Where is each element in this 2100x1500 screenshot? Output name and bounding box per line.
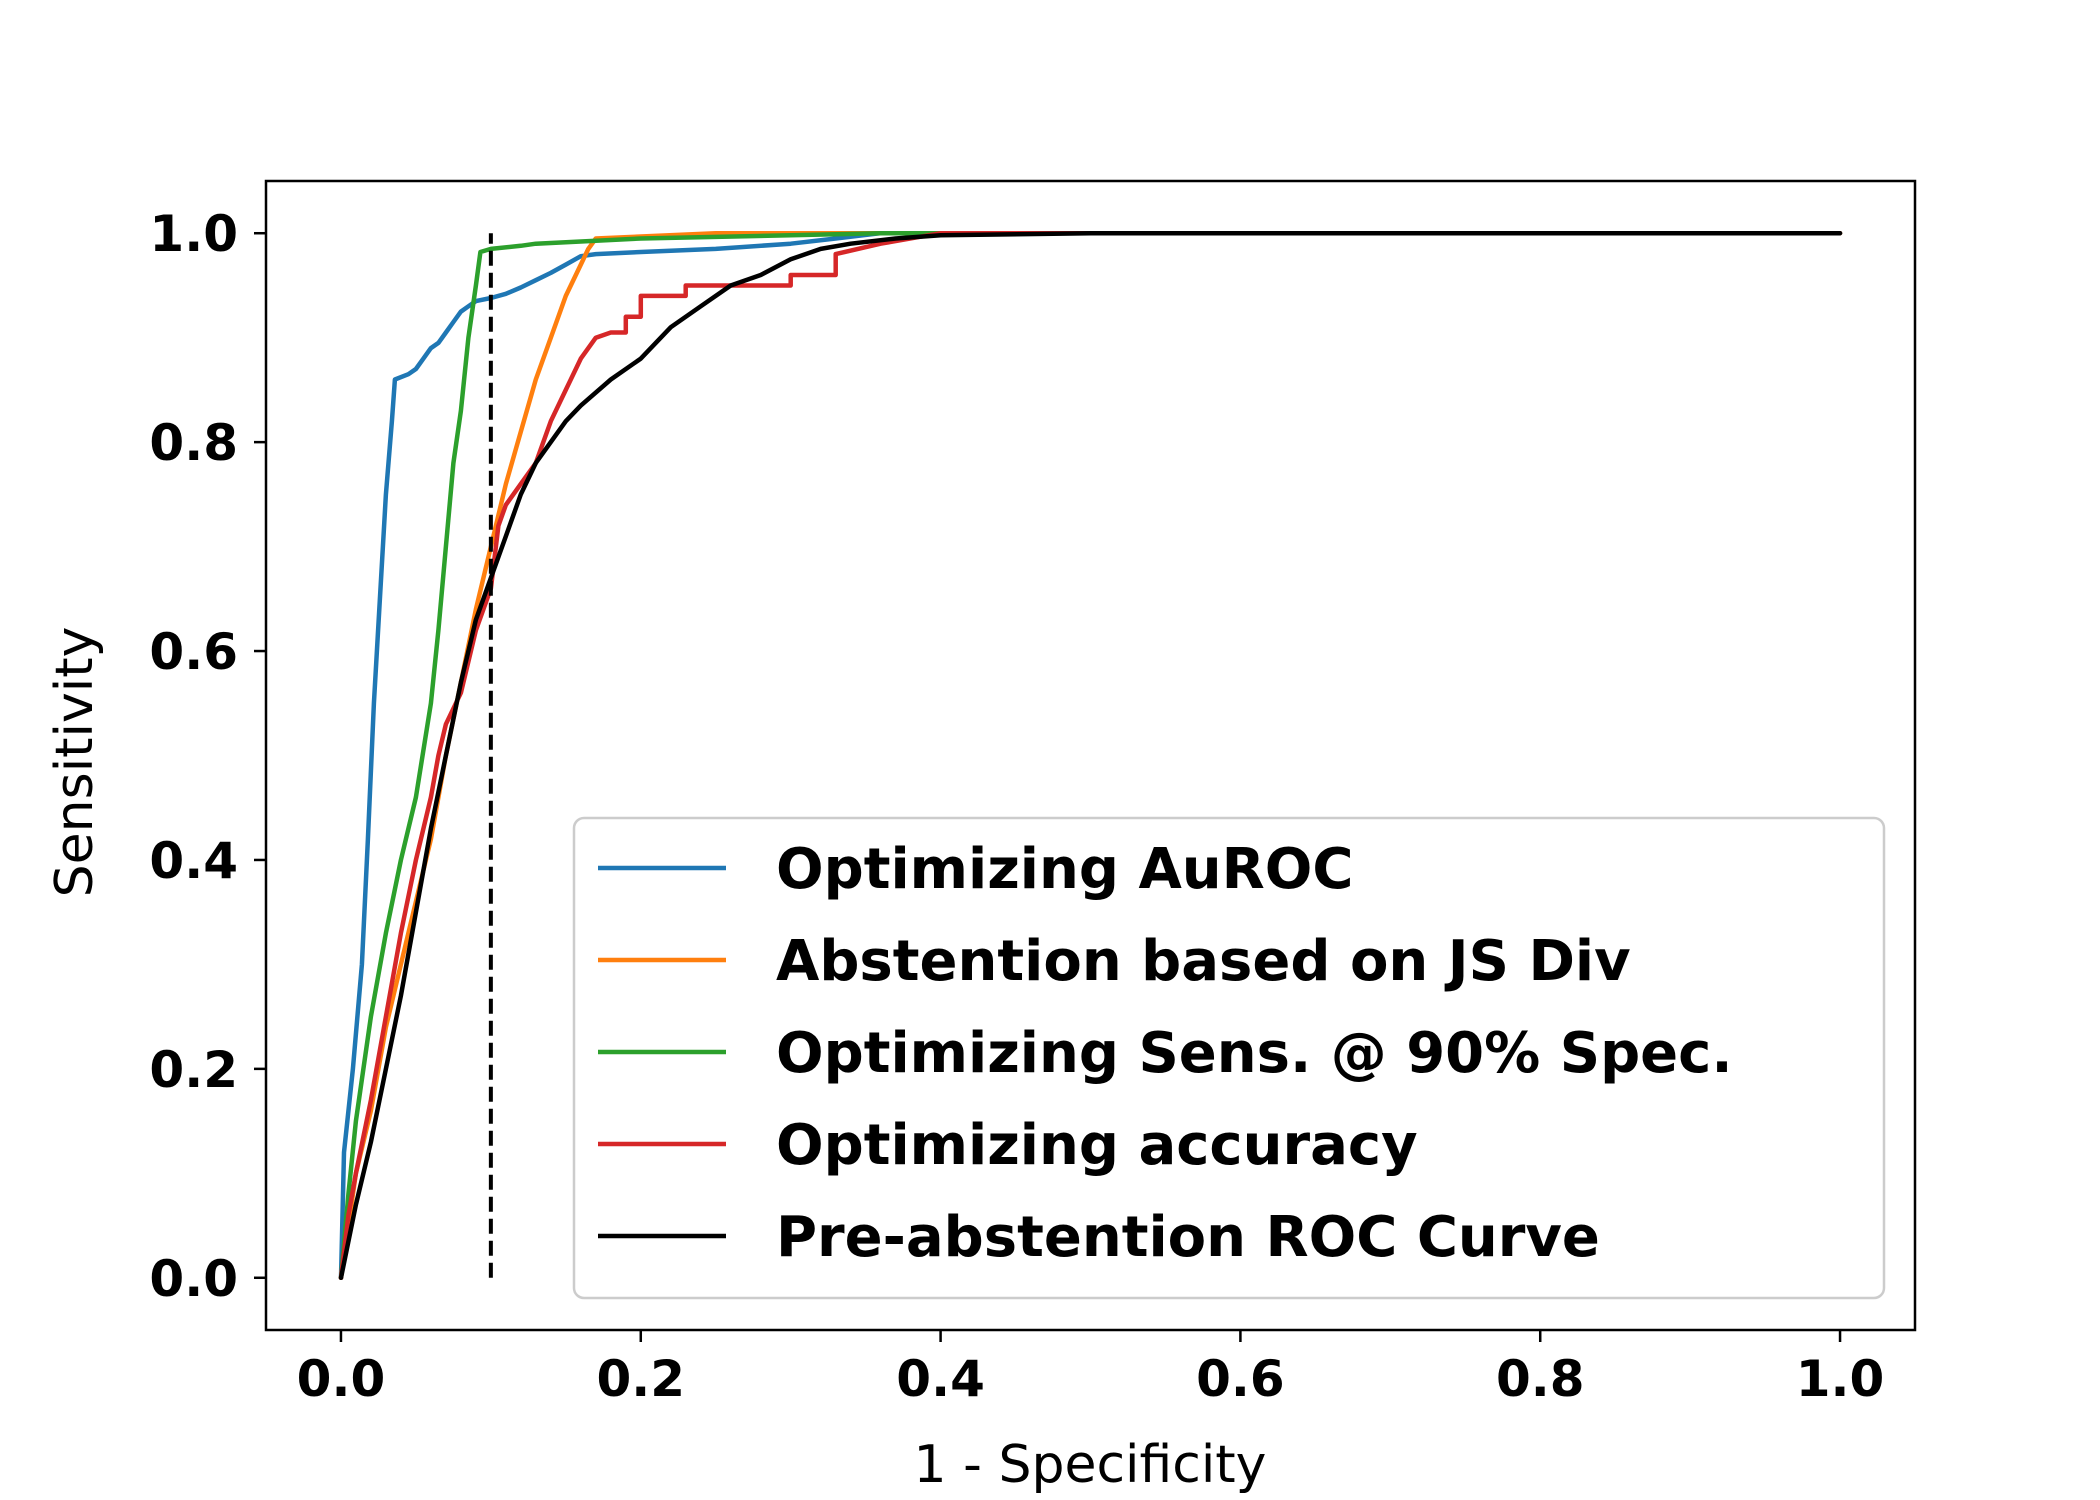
series-line-3: [338, 230, 1843, 1281]
legend-label-3: Optimizing Sens. @ 90% Spec.: [776, 1021, 1733, 1086]
series-layer: [338, 230, 1843, 1281]
legend-label-2: Abstention based on JS Div: [776, 929, 1631, 994]
legend-box: [572, 816, 1886, 1300]
series-line-1: [338, 230, 1843, 1281]
series-line-5: [338, 230, 1843, 1281]
x-tick-label: 0.0: [297, 1350, 386, 1408]
y-tick-label: 0.8: [149, 414, 238, 472]
legend-label-5: Pre-abstention ROC Curve: [776, 1205, 1600, 1270]
x-tick-label: 0.4: [896, 1350, 985, 1408]
y-tick-label: 0.0: [149, 1250, 238, 1308]
x-tick-label: 0.8: [1496, 1350, 1585, 1408]
series-line-4: [338, 230, 1843, 1281]
legend: Optimizing AuROC Abstention based on JS D…: [572, 816, 1886, 1300]
plot-frame: [264, 179, 1917, 1332]
y-tick-label: 0.6: [149, 623, 238, 681]
x-tick-label: 0.6: [1196, 1350, 1285, 1408]
x-tick-label: 0.2: [596, 1350, 685, 1408]
x-tick-label: 1.0: [1796, 1350, 1885, 1408]
legend-label-1: Optimizing AuROC: [776, 837, 1353, 902]
y-axis-label: Sensitivity: [45, 627, 105, 898]
x-axis-label: 1 - Specificity: [914, 1435, 1267, 1495]
x-axis-ticks: 0.0 0.2 0.4 0.6 0.8 1.0: [297, 1330, 1885, 1408]
y-axis-ticks: 0.0 0.2 0.4 0.6 0.8 1.0: [149, 205, 266, 1308]
y-tick-label: 0.4: [149, 832, 238, 890]
y-tick-label: 0.2: [149, 1041, 238, 1099]
y-tick-label: 1.0: [149, 205, 238, 263]
legend-label-4: Optimizing accuracy: [776, 1113, 1418, 1178]
